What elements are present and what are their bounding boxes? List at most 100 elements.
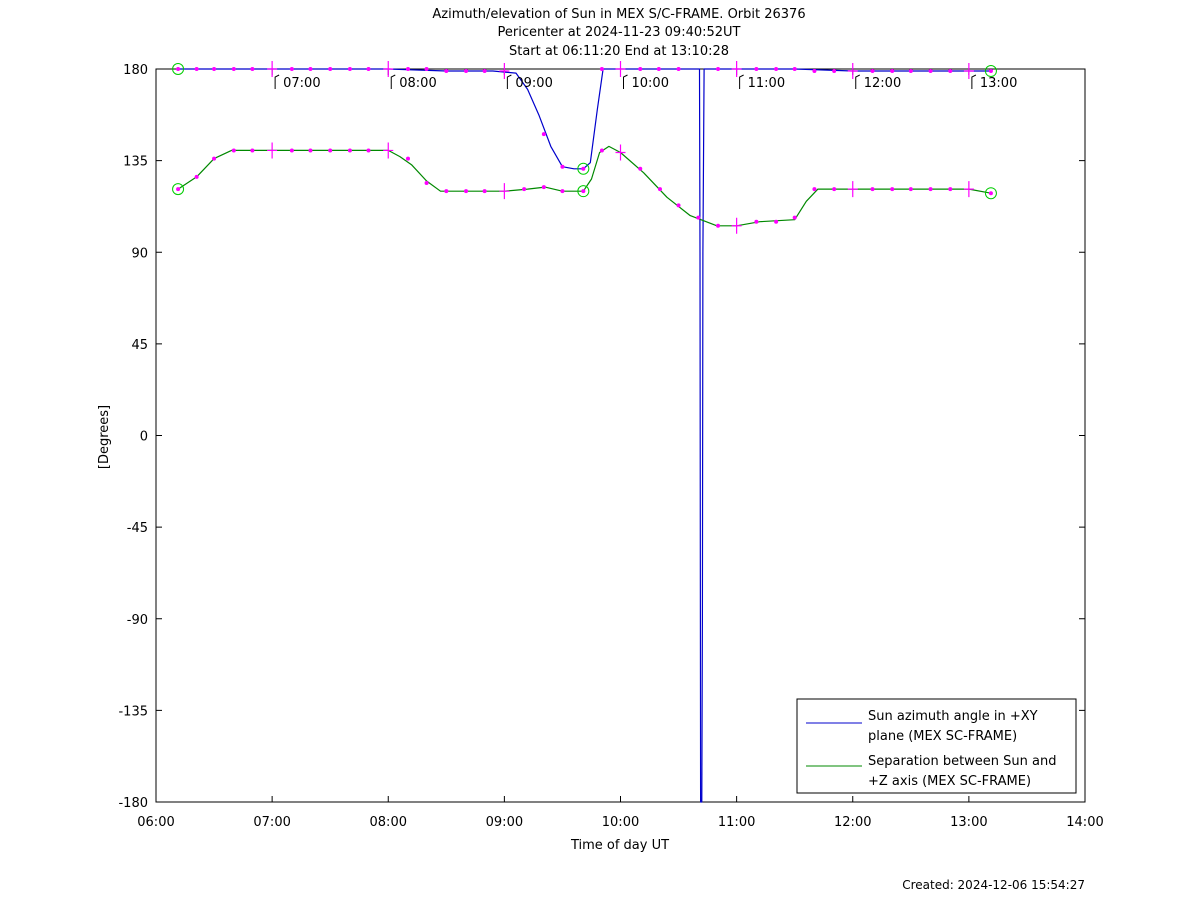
hour-marker-hook [623,74,628,89]
endpoint-center-marker [581,189,586,194]
endpoint-circle-marker [984,187,997,200]
hour-marker-hook [506,74,512,89]
y-tick-label: -180 [118,796,148,811]
data-point-marker [308,67,313,71]
x-tick-label: 06:00 [137,815,174,830]
data-point-marker [657,187,662,192]
hour-cross-marker [615,61,626,77]
hour-marker-label: 07:00 [283,76,320,91]
hour-cross-marker [383,61,394,77]
series-layer [177,68,992,803]
data-point-marker [870,187,875,192]
endpoint-circle-marker [172,63,185,75]
hour-cross-marker [383,142,394,159]
data-point-marker [250,67,255,71]
x-tick-label: 14:00 [1066,815,1103,830]
data-point-marker [812,69,817,74]
data-point-marker [774,67,779,71]
chart-title-line-2: Pericenter at 2024-11-23 09:40:52UT [497,25,740,40]
hour-marker-hook [971,74,977,89]
data-point-marker [908,69,913,74]
data-point-marker [754,67,759,71]
endpoint-circle-marker [577,185,590,198]
y-tick-label: 0 [140,430,148,445]
endpoint-center-marker [176,67,181,71]
x-tick-label: 13:00 [950,815,987,830]
data-point-marker [444,189,449,194]
legend-label-separation-line-1: Separation between Sun and [868,754,1056,769]
data-point-marker [541,132,546,137]
data-point-marker [289,148,294,153]
hour-marker-hook [855,74,860,89]
data-point-marker [928,69,933,74]
series-line-separation [177,145,992,227]
data-point-marker [676,67,681,71]
data-point-marker [638,166,643,171]
hour-cross-marker [731,61,742,77]
data-point-marker [250,148,255,153]
y-tick-label: 135 [123,155,148,170]
data-point-marker [792,215,797,220]
y-tick-label: 45 [131,338,148,353]
data-point-marker [832,187,837,192]
data-point-marker [424,67,429,71]
legend: Sun azimuth angle in +XY plane (MEX SC-F… [796,698,1077,794]
y-tick-label: 180 [123,63,148,78]
y-tick-label: -135 [118,704,148,719]
data-point-marker [347,67,352,71]
x-tick-label: 11:00 [718,815,755,830]
data-point-marker [366,148,371,153]
data-point-marker [424,181,429,186]
hour-cross-marker [267,61,278,77]
x-tick-label: 08:00 [370,815,407,830]
hour-cross-marker [963,181,974,198]
data-point-marker [792,67,797,71]
hour-marker-label: 12:00 [864,76,901,91]
data-point-marker [464,189,469,194]
data-point-marker [832,69,837,74]
data-point-marker [696,215,701,220]
hour-markers: 07:00 08:00 09:00 10:00 11:00 12:00 13:00 [274,74,1017,91]
data-point-marker [464,69,469,74]
y-tick-label: -90 [127,613,148,628]
endpoint-center-marker [988,191,993,196]
hour-cross-marker [731,217,742,234]
series-line-azimuth [178,68,991,803]
plot-frame [155,68,1086,803]
y-axis-label: [Degrees] [97,405,112,469]
data-point-marker [754,219,759,224]
x-tick-label: 12:00 [834,815,871,830]
data-point-marker [908,187,913,192]
hour-cross-marker [499,183,510,200]
data-point-marker [870,69,875,74]
data-point-marker [212,156,217,161]
data-point-marker [560,189,565,194]
x-tick-label: 10:00 [602,815,639,830]
y-axis: 180 135 90 45 0 -45 -90 -135 -180 [118,63,1085,811]
data-point-marker [599,67,604,71]
data-point-marker [194,67,199,71]
data-point-marker [716,223,721,228]
data-point-marker [212,67,217,71]
endpoint-circle-marker [577,162,590,175]
hour-cross-marker [267,142,278,159]
legend-label-separation-line-2: +Z axis (MEX SC-FRAME) [868,774,1031,789]
data-point-marker [948,69,953,74]
legend-label-azimuth-line-2: plane (MEX SC-FRAME) [868,729,1017,744]
data-point-marker [522,187,527,192]
y-tick-label: 90 [131,246,148,261]
hour-marker-label: 13:00 [980,76,1017,91]
data-point-marker [890,69,895,74]
y-tick-label: -45 [127,521,148,536]
data-point-marker [444,69,449,74]
data-point-marker [289,67,294,71]
endpoint-center-marker [176,187,181,192]
data-point-marker [366,67,371,71]
hour-cross-marker [963,63,974,80]
hour-marker-label: 10:00 [632,76,669,91]
x-axis-label: Time of day UT [570,838,669,853]
endpoint-center-marker [581,166,586,171]
data-point-marker [716,67,721,71]
legend-label-azimuth-line-1: Sun azimuth angle in +XY [868,709,1038,724]
